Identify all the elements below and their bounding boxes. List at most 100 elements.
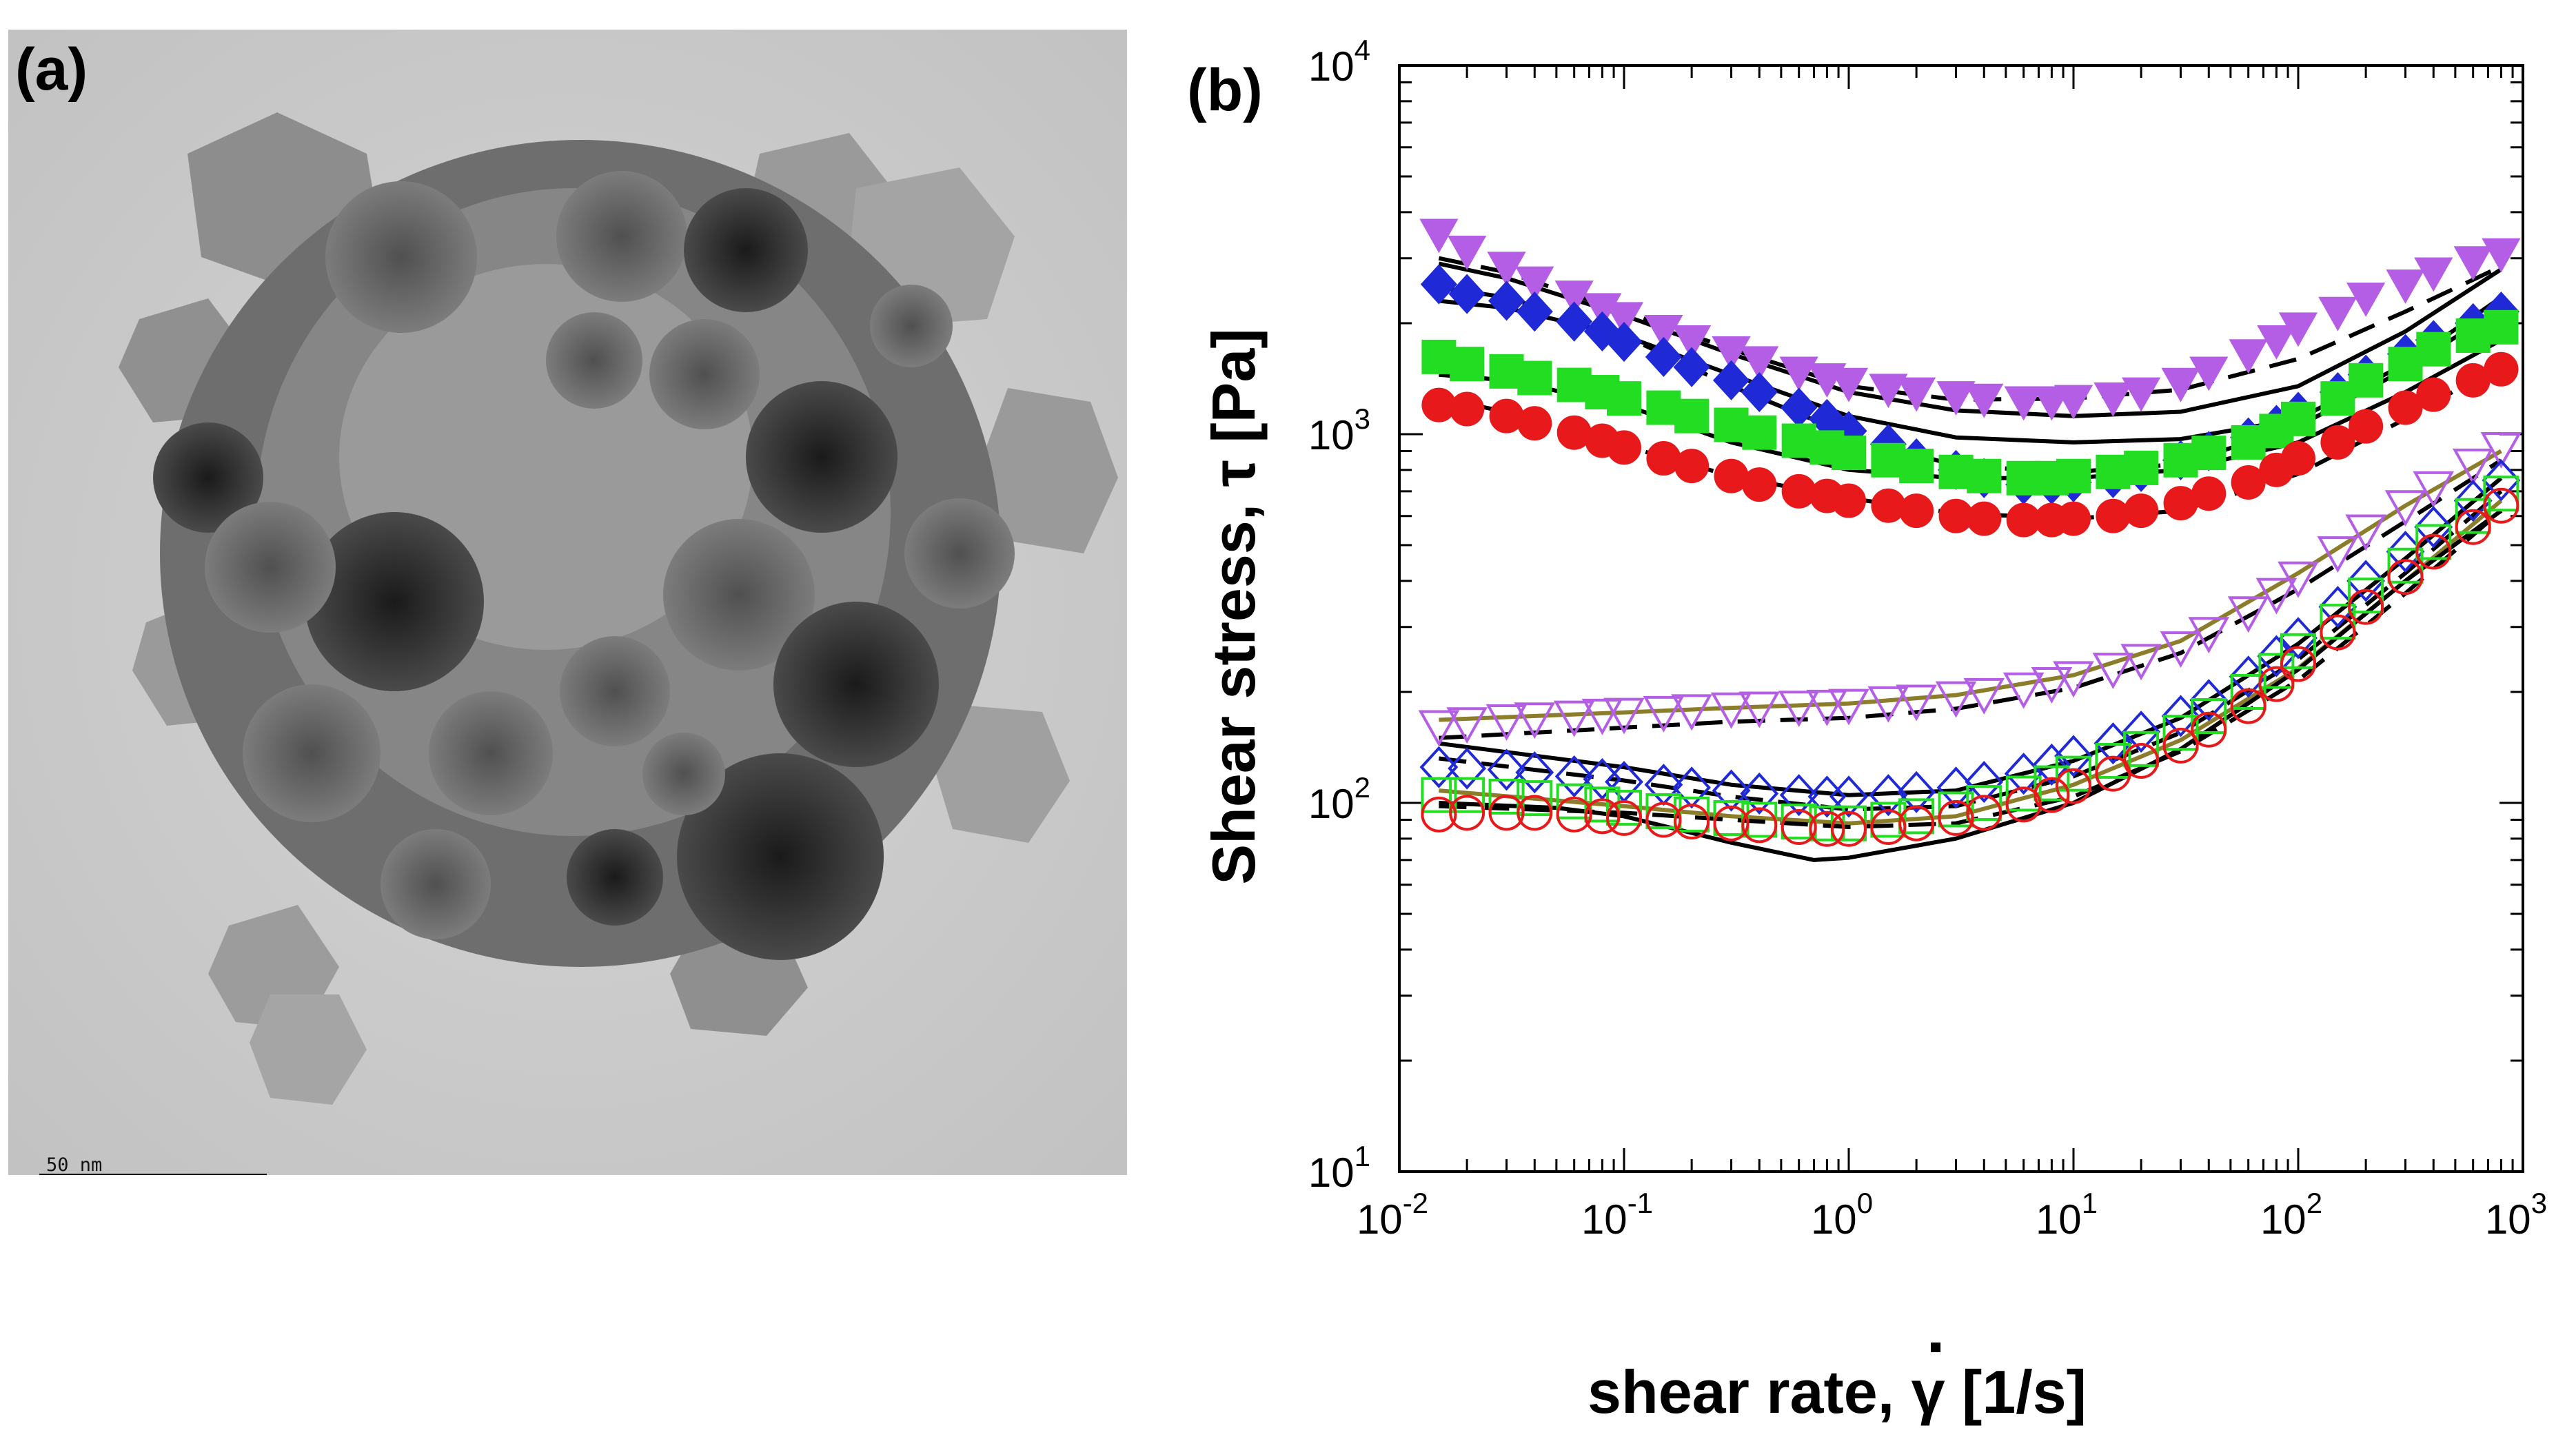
data-point (1488, 280, 1525, 321)
data-point (1870, 809, 1907, 846)
data-point (2455, 509, 2491, 545)
data-point (1605, 321, 1643, 363)
data-point (1584, 798, 1621, 835)
data-point (2453, 246, 2493, 281)
data-point (2034, 777, 2070, 813)
data-point (2191, 436, 2227, 471)
data-point (1899, 449, 1934, 484)
y-tick-label: 102 (1308, 771, 1370, 827)
data-point (1965, 383, 2004, 418)
data-point (2484, 351, 2519, 387)
data-point (1828, 688, 1869, 726)
data-point (1712, 336, 1751, 371)
data-point (1870, 802, 1907, 838)
data-point (2122, 711, 2161, 753)
data-point (2227, 596, 2269, 633)
svg-text:shear rate, γ [1/s]: shear rate, γ [1/s] (1588, 1358, 2087, 1426)
data-point (1607, 381, 1641, 416)
data-point (2320, 604, 2356, 640)
data-point (2484, 309, 2519, 345)
data-point (1738, 691, 1781, 728)
data-point (2281, 401, 2315, 436)
data-point (1606, 799, 1642, 836)
data-point (2346, 283, 2386, 317)
data-point (1712, 769, 1751, 812)
data-point (1869, 374, 1908, 409)
data-point (2229, 339, 2268, 374)
data-point (1515, 751, 1554, 794)
data-point (1515, 266, 1554, 301)
data-point (2056, 768, 2091, 804)
data-point (2482, 459, 2521, 502)
data-point (1643, 695, 1685, 733)
data-point (2317, 536, 2359, 573)
data-point (1935, 681, 1977, 718)
data-point (2280, 633, 2316, 669)
data-point (1829, 367, 1869, 402)
data-point (1806, 689, 1848, 726)
data-point (2349, 363, 2384, 398)
series-filled-square-green (1421, 309, 2519, 496)
data-point (2416, 377, 2451, 412)
x-tick-exp: 2 (2306, 1187, 2322, 1219)
x-tick-exp: 1 (2082, 1187, 2098, 1219)
data-point (2093, 382, 2133, 417)
data-point (1966, 785, 2002, 821)
data-point (1963, 677, 2005, 715)
data-point (1871, 488, 1906, 523)
data-point (1965, 760, 2004, 804)
y-tick-base: 10 (1308, 43, 1355, 90)
data-point (2348, 578, 2384, 614)
scale-bar-label: 50 nm (46, 1154, 103, 1175)
data-point (1448, 747, 1487, 790)
data-point (1674, 796, 1710, 833)
data-point (1899, 493, 1934, 529)
data-point (1606, 790, 1642, 826)
data-point (2188, 617, 2230, 654)
data-point (2387, 559, 2424, 595)
x-tick-base: 10 (1811, 1196, 1857, 1243)
x-tick-label: 100 (1811, 1187, 1873, 1243)
data-point (1897, 770, 1936, 813)
data-point (2345, 514, 2386, 551)
data-point (2092, 653, 2134, 689)
data-point (2123, 743, 2160, 779)
y-tick-label: 103 (1308, 402, 1370, 458)
data-point (1867, 686, 1909, 723)
y-axis-label: Shear stress, τ [Pa] (1199, 328, 1268, 884)
data-point (1674, 449, 1710, 484)
data-point (1740, 346, 1779, 381)
x-tick-base: 10 (2260, 1196, 2306, 1243)
data-point (1829, 775, 1868, 818)
data-point (2056, 755, 2091, 792)
data-point (2122, 377, 2161, 412)
y-tick-exp: 2 (1355, 771, 1370, 804)
data-point (2189, 356, 2229, 391)
x-tick-label: 10-2 (1357, 1187, 1428, 1243)
data-point (2191, 476, 2227, 511)
panel-a-label: (a) (15, 37, 88, 103)
data-point (2386, 269, 2425, 304)
data-point (2280, 646, 2316, 682)
data-point (2414, 506, 2453, 549)
data-point (2053, 661, 2094, 698)
data-point (1672, 325, 1712, 360)
x-tick-exp: 3 (2531, 1187, 2547, 1219)
data-point (2387, 547, 2424, 584)
tem-micrograph (8, 30, 1127, 1175)
data-point (2320, 381, 2355, 416)
data-point (2346, 560, 2386, 602)
data-point (2483, 476, 2519, 512)
data-point (2161, 367, 2200, 402)
data-point (1779, 356, 1818, 391)
data-point (1516, 292, 1553, 332)
data-point (1831, 810, 1867, 847)
data-point (1897, 377, 1936, 412)
data-point (1485, 704, 1528, 741)
data-point (2278, 561, 2319, 598)
data-point (2320, 614, 2356, 651)
data-point (2414, 257, 2453, 292)
data-point (1487, 748, 1526, 791)
data-point (1938, 799, 1974, 836)
